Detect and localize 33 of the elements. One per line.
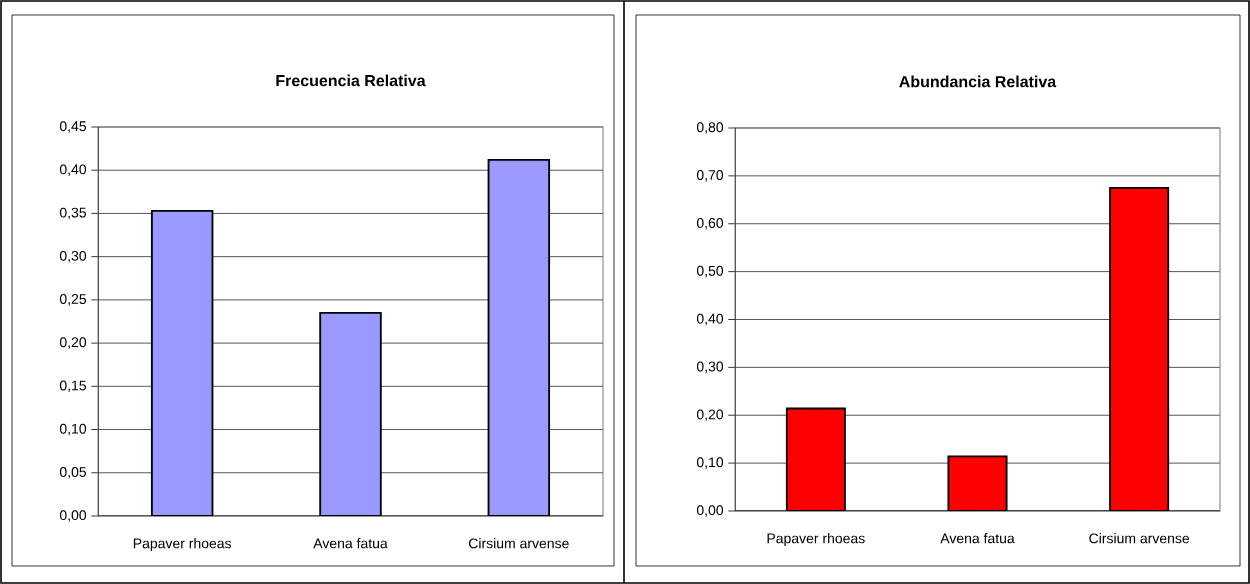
y-tick-label: 0,30 [59,250,87,263]
bar [487,158,551,516]
bar [150,209,214,516]
x-tick-label: Cirsium arvense [468,538,569,549]
y-tick-label: 0,00 [59,510,87,522]
y-tick-label: 0,10 [59,423,87,436]
y-tick-label: 0,05 [59,466,87,479]
y-tick-label: 0,40 [696,313,724,326]
x-tick-label: Avena fatua [313,538,388,549]
chart-title: Frecuencia Relativa [276,74,426,87]
bar [785,407,846,511]
y-tick-label: 0,80 [696,122,724,134]
y-tick-label: 0,00 [696,505,724,517]
y-tick-label: 0,70 [696,170,724,182]
y-tick-label: 0,40 [59,164,87,176]
bar [1109,186,1170,511]
y-tick-label: 0,25 [59,294,87,306]
y-tick-label: 0,35 [59,207,87,220]
y-tick-label: 0,10 [696,457,724,469]
x-tick-label: Avena fatua [940,533,1015,544]
y-tick-label: 0,50 [696,265,724,278]
x-tick-label: Cirsium arvense [1089,533,1190,544]
y-tick-label: 0,45 [59,121,87,133]
y-tick-label: 0,15 [59,380,87,393]
bar [947,455,1008,511]
chart-title: Abundancia Relativa [899,75,1057,88]
x-tick-label: Papaver rhoeas [133,538,232,552]
y-tick-label: 0,60 [696,217,724,230]
x-tick-label: Papaver rhoeas [767,533,865,547]
y-tick-label: 0,20 [696,409,724,422]
y-tick-label: 0,20 [59,337,87,349]
y-tick-label: 0,30 [696,361,724,374]
bar [319,311,382,516]
